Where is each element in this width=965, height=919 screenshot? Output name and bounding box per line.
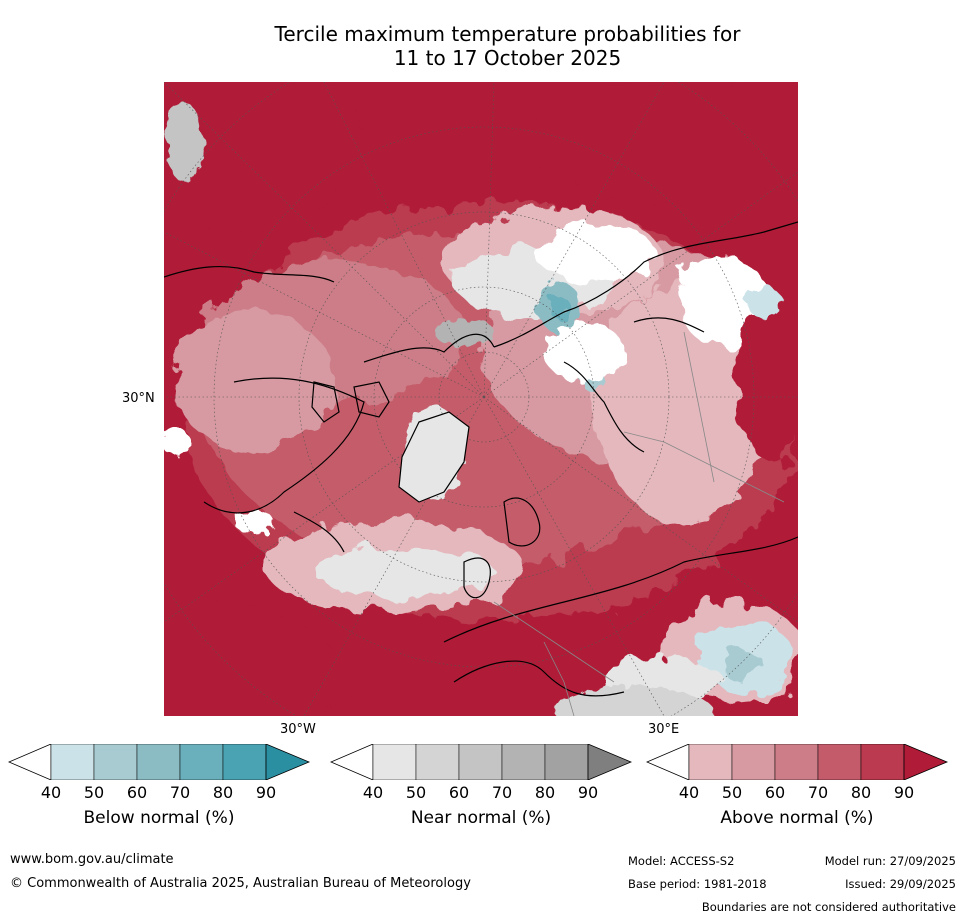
near-tick-label: 50 [405, 783, 427, 802]
website-link[interactable]: www.bom.gov.au/climate [10, 852, 174, 867]
map-canvas [164, 82, 798, 716]
lat-label-30n: 30°N [122, 391, 155, 406]
map-title: Tercile maximum temperature probabilitie… [190, 22, 825, 70]
near-tick-label: 90 [577, 783, 599, 802]
probability-map [164, 82, 798, 716]
near-bin-3 [458, 744, 503, 780]
below-bin-4 [179, 744, 224, 780]
near-bin-lt40 [330, 744, 374, 780]
ticks-near: 40 50 60 70 80 90 [330, 783, 632, 803]
lon-label-30e: 30°E [648, 722, 680, 737]
below-tick-label: 40 [40, 783, 62, 802]
legend-below-title: Below normal (%) [83, 808, 235, 828]
below-bin-1 [50, 744, 95, 780]
below-tick-label: 70 [169, 783, 191, 802]
ticks-above: 40 50 60 70 80 90 [646, 783, 948, 803]
colorbar-near [330, 744, 632, 780]
model-text: Model: ACCESS-S2 [628, 854, 735, 868]
near-tick-label: 80 [534, 783, 556, 802]
below-tick-label: 80 [212, 783, 234, 802]
above-bin-4 [817, 744, 862, 780]
above-tick-label: 80 [850, 783, 872, 802]
above-bin-5 [860, 744, 905, 780]
near-tick-label: 70 [491, 783, 513, 802]
below-tick-label: 60 [126, 783, 148, 802]
lon-label-30w: 30°W [280, 722, 316, 737]
above-tick-label: 40 [678, 783, 700, 802]
near-bin-gt90 [587, 744, 632, 780]
near-tick-label: 60 [448, 783, 470, 802]
below-bin-2 [93, 744, 138, 780]
below-bin-3 [136, 744, 181, 780]
above-tick-label: 90 [893, 783, 915, 802]
below-tick-label: 90 [255, 783, 277, 802]
copyright-text: © Commonwealth of Australia 2025, Austra… [10, 876, 471, 891]
above-bin-2 [731, 744, 776, 780]
near-bin-1 [372, 744, 417, 780]
below-bin-lt40 [8, 744, 52, 780]
above-tick-label: 60 [764, 783, 786, 802]
borders [493, 331, 785, 716]
issued-text: Issued: 29/09/2025 [845, 877, 956, 891]
below-bin-5 [222, 744, 267, 780]
near-bin-2 [415, 744, 460, 780]
coastlines [164, 221, 798, 697]
above-bin-lt40 [646, 744, 690, 780]
below-tick-label: 50 [83, 783, 105, 802]
model-run-text: Model run: 27/09/2025 [824, 854, 956, 868]
above-bin-1 [688, 744, 733, 780]
above-tick-label: 50 [721, 783, 743, 802]
near-bin-4 [501, 744, 546, 780]
near-tick-label: 40 [362, 783, 384, 802]
below-bin-gt90 [265, 744, 310, 780]
above-tick-label: 70 [807, 783, 829, 802]
legend-near-title: Near normal (%) [410, 808, 552, 828]
colorbar-below [8, 744, 310, 780]
title-line-1: Tercile maximum temperature probabilitie… [274, 22, 741, 46]
ticks-below: 40 50 60 70 80 90 [8, 783, 310, 803]
colorbar-above [646, 744, 948, 780]
title-line-2: 11 to 17 October 2025 [393, 46, 622, 70]
disclaimer-text: Boundaries are not considered authoritat… [701, 900, 956, 914]
graticule [164, 82, 798, 716]
above-bin-3 [774, 744, 819, 780]
base-period-text: Base period: 1981-2018 [628, 877, 767, 891]
near-bin-5 [544, 744, 589, 780]
legend-above-title: Above normal (%) [720, 808, 874, 828]
above-bin-gt90 [903, 744, 948, 780]
